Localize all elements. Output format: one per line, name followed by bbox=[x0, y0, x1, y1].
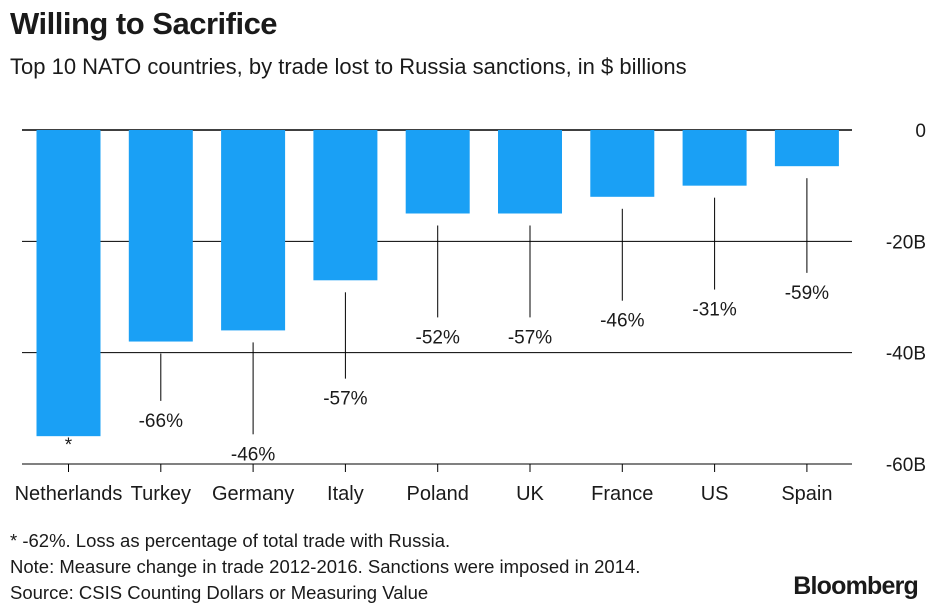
data-labels: * -66% -46% -57% -52% -57% -46% -31% -59% bbox=[65, 283, 829, 465]
bar-germany bbox=[221, 130, 286, 331]
bar-chart: * -66% -46% -57% -52% -57% -46% -31% -59% Nether… bbox=[15, 121, 926, 505]
footnote-asterisk: * -62%. Loss as percentage of total trad… bbox=[10, 530, 451, 551]
bar-italy bbox=[313, 130, 378, 281]
bar-spain bbox=[774, 130, 839, 167]
leader-lines bbox=[160, 178, 808, 435]
data-label: -57% bbox=[508, 327, 552, 348]
y-tick-label: -40B bbox=[886, 344, 926, 365]
chart-title: Willing to Sacrifice bbox=[10, 6, 278, 41]
bar-poland bbox=[405, 130, 470, 214]
bar-netherlands bbox=[36, 130, 101, 437]
x-tick-label: Italy bbox=[327, 483, 364, 505]
x-tick-labels: Netherlands Turkey Germany Italy Poland UK Fra… bbox=[15, 483, 833, 505]
footnote-note: Note: Measure change in trade 2012-2016.… bbox=[10, 556, 641, 577]
x-tick-label: US bbox=[701, 483, 729, 505]
x-tick-label: UK bbox=[516, 483, 544, 505]
y-tick-labels: 0 -20B -40B -60B bbox=[886, 121, 926, 476]
data-label: -46% bbox=[600, 311, 644, 332]
data-label: -66% bbox=[139, 411, 183, 432]
data-label: * bbox=[65, 435, 73, 456]
footnote-source: Source: CSIS Counting Dollars or Measuri… bbox=[10, 582, 429, 603]
x-tick-label: Turkey bbox=[131, 483, 191, 505]
chart-subtitle: Top 10 NATO countries, by trade lost to … bbox=[10, 54, 687, 79]
x-tick-label: Netherlands bbox=[15, 483, 123, 505]
data-label: -52% bbox=[416, 327, 460, 348]
data-label: -59% bbox=[785, 283, 829, 304]
data-label: -46% bbox=[231, 444, 275, 465]
bar-turkey bbox=[128, 130, 193, 342]
x-tick-label: Spain bbox=[781, 483, 832, 505]
y-tick-label: -20B bbox=[886, 232, 926, 253]
footnotes: * -62%. Loss as percentage of total trad… bbox=[10, 528, 640, 606]
data-label: -57% bbox=[323, 389, 367, 410]
x-tick-label: Poland bbox=[407, 483, 469, 505]
data-label: -31% bbox=[692, 300, 736, 321]
x-tick-label: Germany bbox=[212, 483, 294, 505]
bar-france bbox=[590, 130, 655, 197]
bar-us bbox=[682, 130, 747, 186]
y-tick-label: -60B bbox=[886, 455, 926, 476]
x-tick-label: France bbox=[591, 483, 653, 505]
bloomberg-logo: Bloomberg bbox=[793, 572, 919, 600]
bars bbox=[36, 130, 839, 437]
bar-uk bbox=[498, 130, 562, 214]
y-tick-label: 0 bbox=[915, 121, 926, 142]
